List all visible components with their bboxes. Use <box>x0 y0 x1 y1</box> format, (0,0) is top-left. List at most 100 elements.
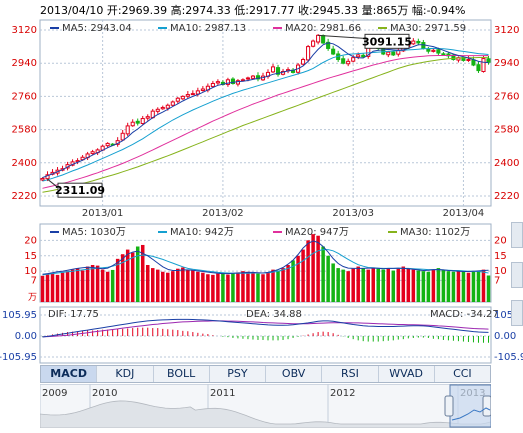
price-xtick: 2013/04 <box>443 208 485 219</box>
volume-bar <box>166 272 170 302</box>
volume-bar <box>481 269 486 302</box>
price-high-box <box>364 33 410 49</box>
volume-bar <box>371 267 375 302</box>
price-candle-body <box>40 177 45 181</box>
price-candle-body <box>431 49 436 52</box>
price-candle-body <box>225 79 230 85</box>
tab-boll[interactable]: BOLL <box>154 366 210 382</box>
price-candle-body <box>321 35 326 44</box>
volume-ma5-line <box>42 240 489 275</box>
navigator-left-handle[interactable] <box>444 395 454 417</box>
volume-bar <box>161 271 165 302</box>
tab-wvad[interactable]: WVAD <box>379 366 435 382</box>
tab-kdj[interactable]: KDJ <box>97 366 154 382</box>
macd-legend-label: MACD: -34.27 <box>430 309 499 320</box>
price-ytick-left: 2400 <box>12 158 37 169</box>
price-xtick: 2013/02 <box>202 208 244 219</box>
time-navigator[interactable]: 20092010201120122013 <box>40 384 491 428</box>
volume-bar <box>75 268 80 302</box>
price-candle-body <box>255 75 261 80</box>
price-candle-body <box>170 101 175 106</box>
price-candle-body <box>155 108 160 112</box>
price-candle-body <box>326 41 331 49</box>
volume-bar <box>50 273 55 302</box>
tab-macd[interactable]: MACD <box>41 366 98 382</box>
volume-bar <box>331 263 335 302</box>
macd-ytick-right: 0.00 <box>494 331 516 342</box>
macd-dea-line <box>42 320 489 338</box>
price-candle-body <box>356 54 361 58</box>
volume-bar <box>446 271 451 302</box>
navigator-area <box>40 400 491 428</box>
tab-psy[interactable]: PSY <box>210 366 266 382</box>
macd-legend-label: DIF: 17.75 <box>48 309 99 320</box>
volume-bar <box>281 268 285 302</box>
price-candle-body <box>75 160 80 163</box>
price-candle-body <box>175 97 180 102</box>
price-ma5-line <box>42 42 489 179</box>
price-ytick-left: 2760 <box>12 91 37 102</box>
volume-bar <box>386 268 391 302</box>
volume-bar <box>186 269 190 302</box>
volume-bar <box>291 260 295 302</box>
volume-bar <box>196 271 200 302</box>
price-candle-body <box>306 46 311 61</box>
volume-bar <box>431 269 436 302</box>
price-candle-body <box>426 48 431 52</box>
volume-bar <box>396 268 401 302</box>
volume-bar <box>306 240 310 302</box>
macd-ytick-left: 0.00 <box>15 331 37 342</box>
side-scroll-mid[interactable] <box>511 262 523 288</box>
volume-bar <box>341 269 345 302</box>
volume-bar <box>301 249 305 302</box>
price-ma10-line <box>42 47 489 182</box>
volume-bar <box>471 271 476 302</box>
volume-bar <box>70 269 75 302</box>
volume-bar <box>326 255 330 302</box>
price-ytick-left: 2940 <box>12 58 37 69</box>
side-scroll-down[interactable] <box>511 300 523 326</box>
volume-bar <box>401 266 406 302</box>
volume-bar <box>336 268 340 302</box>
volume-bar <box>366 269 370 302</box>
volume-bar <box>456 270 461 302</box>
volume-bar <box>181 267 185 302</box>
side-scroll-up[interactable] <box>511 222 523 248</box>
macd-ytick-right: 105.95 <box>494 310 523 321</box>
volume-ytick-right: 20 <box>494 235 507 246</box>
price-candle-body <box>466 59 471 62</box>
price-candle-body <box>311 40 316 47</box>
volume-ytick-left: 7 <box>31 275 37 286</box>
price-candle-body <box>245 77 251 80</box>
tab-obv[interactable]: OBV <box>266 366 323 382</box>
price-candle-body <box>486 58 491 63</box>
navigator-right-handle[interactable] <box>482 395 491 417</box>
volume-bar <box>90 265 95 302</box>
price-candle-body <box>135 120 140 124</box>
price-ytick-left: 3120 <box>12 25 37 36</box>
volume-bar <box>256 273 260 302</box>
volume-bar <box>271 269 275 302</box>
navigator-selection-line <box>451 407 491 421</box>
volume-bar <box>95 265 100 302</box>
volume-bar <box>135 246 140 302</box>
price-ytick-right: 2220 <box>494 191 519 202</box>
indicator-tabs: MACD KDJ BOLL PSY OBV RSI WVAD CCI <box>40 365 491 383</box>
price-ytick-right: 2940 <box>494 58 519 69</box>
navigator-year-label: 2010 <box>92 388 117 399</box>
macd-chart: DIF: 17.75 DEA: 34.88 MACD: -34.27 105.95 1… <box>0 306 523 364</box>
price-candle-body <box>316 34 321 43</box>
volume-ytick-right: 7 <box>494 275 500 286</box>
volume-bar <box>466 272 471 302</box>
volume-bar <box>236 272 240 302</box>
volume-bar <box>411 269 416 302</box>
price-candle-body <box>130 121 135 127</box>
tab-cci[interactable]: CCI <box>453 367 472 380</box>
volume-bar <box>476 270 481 302</box>
tab-rsi[interactable]: RSI <box>322 366 379 382</box>
price-ytick-right: 2580 <box>494 125 519 136</box>
price-candle-body <box>200 88 205 91</box>
price-candle-body <box>195 90 200 95</box>
volume-bar <box>201 272 205 302</box>
volume-bar <box>346 271 350 302</box>
